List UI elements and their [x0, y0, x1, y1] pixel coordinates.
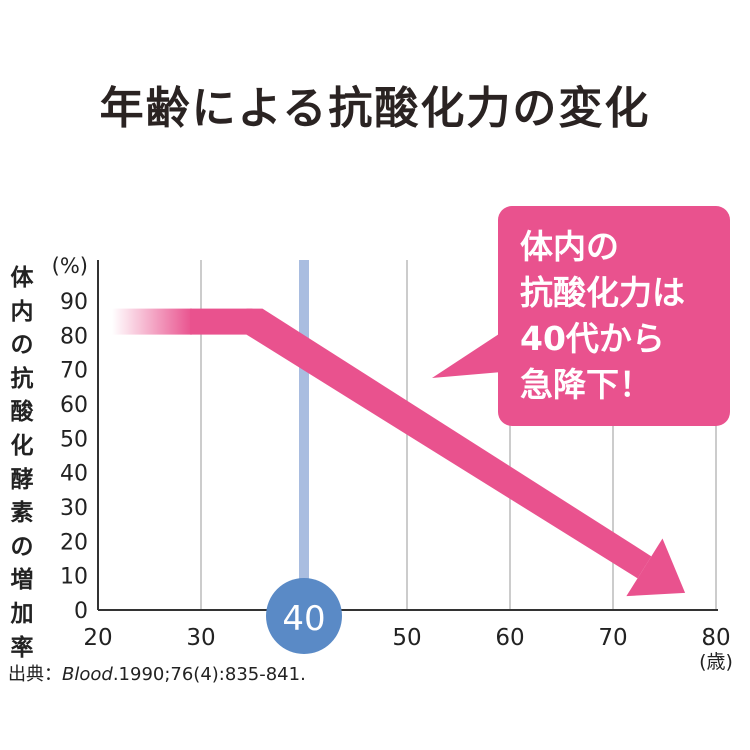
y-tick-label: 60 [60, 393, 88, 418]
highlight-band [299, 260, 309, 610]
y-tick-label: 20 [60, 530, 88, 555]
y-axis-label-char: 加 [10, 600, 34, 627]
callout-line: 抗酸化力は [520, 273, 685, 312]
x-tick-label: 70 [598, 625, 627, 651]
x-tick-label: 20 [83, 625, 112, 651]
y-tick-label: 10 [60, 565, 88, 590]
series-fade-start [112, 308, 192, 335]
callout-text: 体内の抗酸化力は 40代から急降下！ [520, 224, 720, 408]
y-axis-label-char: 体 [10, 265, 34, 291]
y-unit-label: (%) [52, 254, 88, 278]
callout-line: 体内の [520, 227, 619, 266]
highlight-label: 40 [282, 599, 325, 639]
highlight-circle [266, 578, 342, 654]
callout-pointer [432, 332, 502, 378]
source-journal: Blood [62, 664, 113, 685]
y-axis-label-char: 増 [10, 567, 34, 594]
y-axis-label-char: 内 [10, 298, 34, 325]
y-tick-label: 0 [74, 599, 88, 624]
y-tick-label: 40 [60, 462, 88, 487]
callout-box [498, 206, 730, 426]
y-tick-label: 70 [60, 359, 88, 384]
chart-title: 年齢による抗酸化力の変化 [99, 83, 651, 134]
series-diagonal-segment [246, 308, 652, 579]
series-layer [112, 308, 686, 597]
axes [97, 260, 718, 611]
series-arrowhead [626, 538, 686, 597]
y-tick-label: 90 [60, 290, 88, 315]
source-citation: 出典：Blood.1990;76(4):835-841. [8, 660, 306, 686]
source-details: .1990;76(4):835-841. [112, 664, 306, 685]
series-flat-segment [190, 308, 253, 335]
callout-line: 急降下！ [520, 365, 652, 404]
y-axis-label-char: 酸 [10, 399, 34, 426]
y-axis-label: 体内の抗酸化酵素の増加率 [4, 262, 40, 665]
callout-line: 40代から [520, 319, 665, 358]
y-tick-label: 80 [60, 324, 88, 349]
x-tick-label: 50 [392, 625, 421, 651]
callout-pointer-layer [432, 332, 502, 378]
x-tick-label: 80 [701, 625, 730, 651]
x-tick-label: 30 [186, 625, 215, 651]
y-tick-label: 30 [60, 496, 88, 521]
y-axis-label-char: の [10, 533, 34, 560]
x-tick-label: 60 [495, 625, 524, 651]
y-axis-label-char: 化 [10, 432, 34, 459]
y-tick-label: 50 [60, 427, 88, 452]
highlight-layer [299, 260, 309, 610]
source-prefix: 出典： [8, 664, 62, 685]
y-axis-label-char: 素 [10, 500, 34, 527]
y-axis-label-char: 酵 [10, 466, 34, 493]
y-axis-label-char: 率 [10, 634, 34, 661]
x-unit-label: (歳) [699, 651, 733, 673]
y-axis-label-char: 抗 [10, 365, 34, 392]
y-axis-label-char: の [10, 332, 34, 359]
